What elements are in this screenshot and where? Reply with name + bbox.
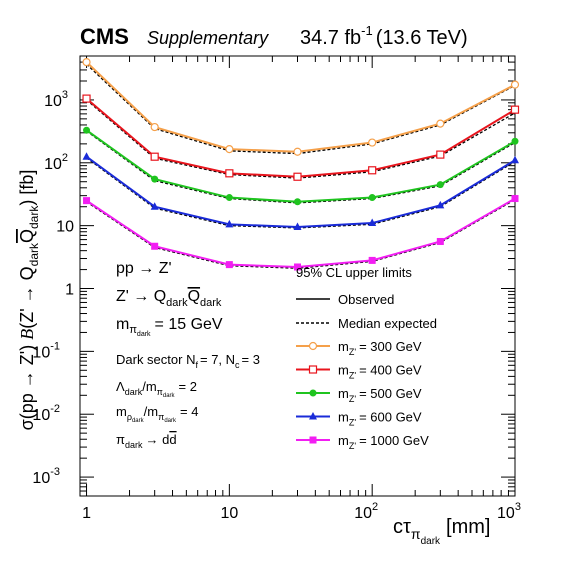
- data-point: [510, 105, 520, 114]
- y-tick-label: 1: [65, 282, 74, 299]
- rho-ratio-label: mρdark/mπdark= 4: [116, 404, 198, 424]
- x-tick-label: 102: [354, 501, 378, 522]
- series-300: [82, 57, 520, 156]
- data-point: [150, 202, 159, 210]
- data-point: [83, 197, 91, 205]
- data-point: [511, 155, 519, 164]
- legend-marker-600: [309, 412, 317, 420]
- energy-label: (13.6 TeV): [376, 27, 468, 49]
- data-point: [225, 261, 233, 269]
- data-point: [225, 169, 234, 178]
- data-point: [150, 152, 159, 161]
- x-tick-label: 1: [82, 505, 91, 522]
- y-tick-label: 10-3: [32, 466, 60, 487]
- data-point: [368, 218, 377, 227]
- x-tick-label: 10: [220, 505, 238, 522]
- data-point: [150, 122, 159, 132]
- legend-label-500: mZ' = 500 GeV: [338, 386, 422, 404]
- series-1000: [83, 195, 519, 271]
- data-point: [368, 194, 376, 202]
- data-point: [436, 200, 445, 209]
- data-point: [436, 150, 445, 159]
- legend-marker-400: [308, 365, 318, 374]
- series-600: [82, 152, 519, 231]
- observed-line-1000: [85, 197, 516, 268]
- data-point: [368, 166, 377, 175]
- process-label: pp → Z': [116, 260, 172, 277]
- legend-label-300: mZ' = 300 GeV: [338, 339, 422, 357]
- legend-label-1000: mZ' = 1000 GeV: [338, 433, 429, 451]
- data-point: [82, 152, 91, 160]
- observed-line-500: [85, 129, 516, 203]
- experiment-label: CMS: [80, 24, 129, 49]
- expected-line-300: [86, 63, 516, 155]
- series-500: [83, 126, 519, 206]
- x-tick-label: 103: [497, 501, 521, 522]
- observed-line-300: [85, 61, 516, 153]
- data-point: [225, 145, 234, 154]
- data-point: [510, 80, 520, 89]
- y-tick-label: 10-1: [32, 340, 60, 361]
- data-point: [225, 219, 234, 228]
- legend-expected-label: Median expected: [338, 316, 437, 331]
- data-point: [436, 181, 444, 189]
- y-tick-label: 102: [44, 152, 68, 173]
- physics-annotations: pp → Z' Z' → QdarkQdark mπdark= 15 GeV D…: [116, 260, 260, 450]
- pion-decay-label: πdark → dd: [116, 432, 177, 450]
- expected-line-600: [86, 157, 516, 229]
- data-point: [293, 222, 302, 231]
- data-point: [511, 137, 519, 145]
- data-point: [83, 126, 91, 134]
- series-layer: [82, 57, 520, 271]
- decay-label: Z' → QdarkQdark: [116, 288, 222, 309]
- data-point: [368, 138, 377, 147]
- pion-mass-label: mπdark= 15 GeV: [116, 316, 223, 338]
- data-point: [82, 94, 91, 103]
- expected-line-1000: [86, 199, 516, 269]
- y-axis-label: σ(pp → Z') B(Z' → QdarkQdark) [fb]: [17, 170, 41, 431]
- data-point: [436, 237, 444, 245]
- expected-line-500: [86, 130, 516, 204]
- legend-marker-500: [309, 389, 317, 397]
- data-point: [294, 198, 301, 206]
- y-tick-label: 103: [44, 89, 68, 110]
- legend-marker-300: [308, 341, 318, 351]
- series-400: [82, 94, 520, 181]
- legend-label-400: mZ' = 400 GeV: [338, 363, 422, 381]
- lambda-ratio-label: Λdark/mπdark= 2: [116, 379, 197, 399]
- legend-marker-1000: [309, 436, 317, 444]
- luminosity-value: 34.7 fb: [300, 27, 361, 49]
- data-point: [82, 57, 91, 67]
- dark-sector-label: Dark sector Nf = 7, Nc = 3: [116, 352, 260, 370]
- axes: 1 10 102 103 10-3 10-2 10-1 1 10 102 103: [32, 55, 521, 522]
- legend: 95% CL upper limits Observed Median expe…: [296, 265, 437, 451]
- data-point: [225, 194, 233, 202]
- data-point: [293, 147, 302, 156]
- data-point: [293, 172, 302, 181]
- supplementary-label: Supplementary: [147, 28, 269, 48]
- data-point: [511, 195, 519, 203]
- y-tick-label: 10: [56, 219, 74, 236]
- observed-line-600: [85, 155, 516, 229]
- data-point: [151, 175, 159, 183]
- luminosity-label: 34.7 fb-1 (13.6 TeV): [300, 23, 468, 49]
- chart-header: CMS Supplementary 34.7 fb-1 (13.6 TeV): [80, 23, 468, 49]
- expected-line-400: [86, 99, 516, 179]
- data-point: [436, 119, 445, 128]
- data-point: [294, 263, 301, 271]
- legend-observed-label: Observed: [338, 292, 394, 307]
- data-point: [368, 256, 376, 264]
- y-tick-label: 10-2: [32, 403, 60, 424]
- observed-line-400: [85, 97, 516, 178]
- legend-label-600: mZ' = 600 GeV: [338, 410, 422, 428]
- x-axis-label: cτπdark[mm]: [393, 516, 490, 547]
- luminosity-exponent: -1: [361, 23, 373, 38]
- legend-title: 95% CL upper limits: [296, 265, 412, 280]
- data-point: [151, 242, 159, 250]
- svg-text:σ(pp → Z') B(Z' → QdarkQdark): σ(pp → Z') B(Z' → QdarkQdark) [fb]: [17, 170, 41, 431]
